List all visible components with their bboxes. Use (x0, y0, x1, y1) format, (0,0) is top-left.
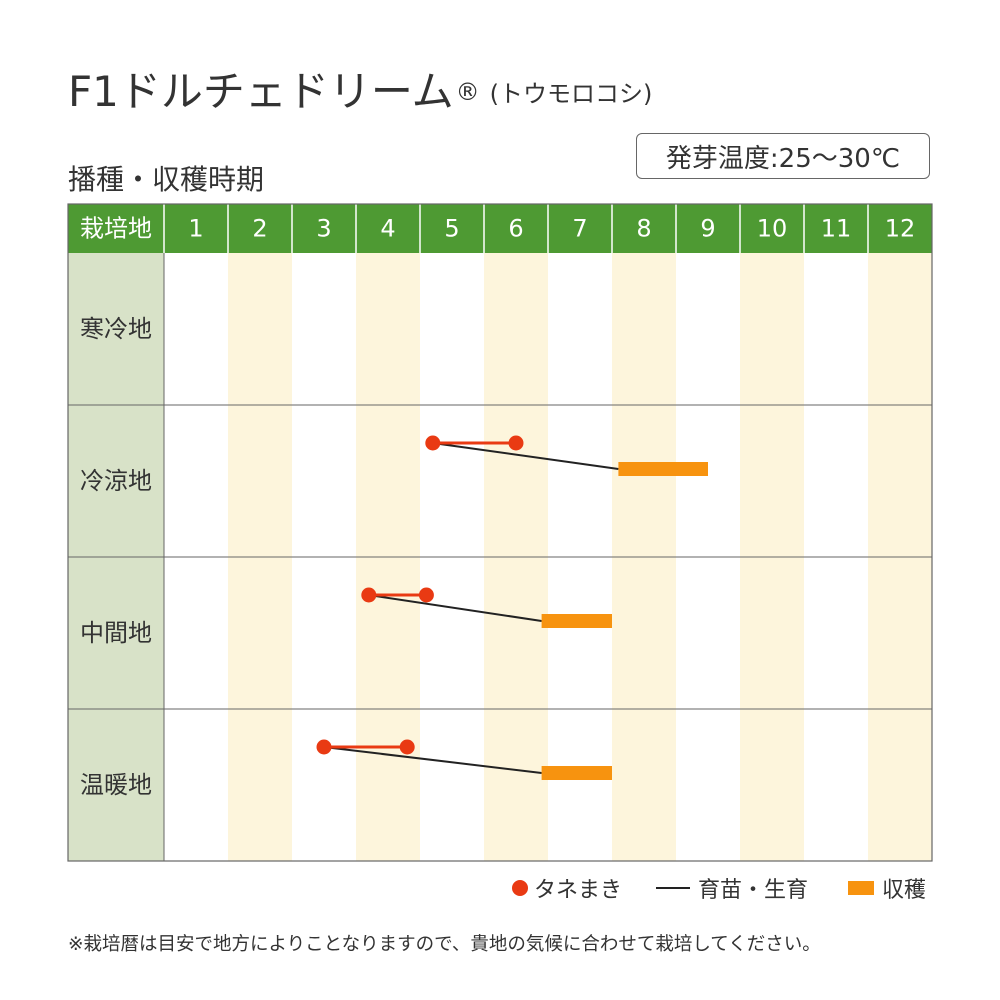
region-label: 中間地 (80, 619, 152, 647)
title-subtitle: (トウモロコシ) (489, 80, 653, 108)
legend-harvest-label: 収穫 (882, 878, 927, 903)
harvest-bar-icon (848, 881, 874, 895)
month-label: 11 (821, 215, 852, 243)
month-label: 7 (572, 215, 587, 243)
harvest-bar (541, 614, 612, 628)
region-label: 冷涼地 (80, 467, 152, 495)
growth-line (368, 594, 542, 622)
sowing-start-dot (425, 435, 441, 451)
harvest-bar (541, 766, 612, 780)
sowing-end-dot (399, 739, 415, 755)
month-label: 4 (380, 215, 395, 243)
sowing-dot-icon (512, 880, 528, 896)
page-title: F1ドルチェドリーム® (トウモロコシ) (68, 58, 652, 119)
germination-temperature-badge: 発芽温度:25〜30℃ (636, 133, 930, 179)
growth-line (432, 442, 619, 470)
footnote: ※栽培暦は目安で地方によりことなりますので、貴地の気候に合わせて栽培してください… (68, 934, 821, 955)
section-title: 播種・収穫時期 (68, 163, 265, 196)
sowing-end-dot (508, 435, 524, 451)
title-text: F1ドルチェドリーム (68, 67, 454, 116)
month-label: 1 (188, 215, 203, 243)
month-label: 6 (508, 215, 523, 243)
legend-growing: 育苗・生育 (656, 870, 808, 906)
legend-sowing-label: タネまき (534, 878, 623, 903)
month-label: 8 (636, 215, 651, 243)
sowing-start-dot (361, 587, 377, 603)
legend-sowing: タネまき (512, 870, 622, 906)
month-label: 2 (252, 215, 267, 243)
registered-mark: ® (455, 78, 480, 106)
sowing-end-dot (418, 587, 434, 603)
month-label: 10 (757, 215, 788, 243)
header-corner-label: 栽培地 (80, 215, 152, 243)
growth-line-icon (656, 887, 690, 889)
harvest-bar (618, 462, 708, 476)
table-border (67, 203, 933, 862)
legend: タネまき 育苗・生育 収穫 (0, 870, 1000, 906)
growth-line (323, 746, 542, 774)
region-label: 寒冷地 (80, 315, 152, 343)
legend-harvest: 収穫 (848, 870, 926, 906)
month-label: 3 (316, 215, 331, 243)
legend-growing-label: 育苗・生育 (698, 878, 809, 903)
region-label: 温暖地 (80, 771, 152, 799)
month-label: 5 (444, 215, 459, 243)
header-row (68, 204, 932, 253)
germination-temperature-text: 発芽温度:25〜30℃ (665, 143, 901, 174)
month-label: 12 (885, 215, 916, 243)
month-label: 9 (700, 215, 715, 243)
sowing-start-dot (316, 739, 332, 755)
